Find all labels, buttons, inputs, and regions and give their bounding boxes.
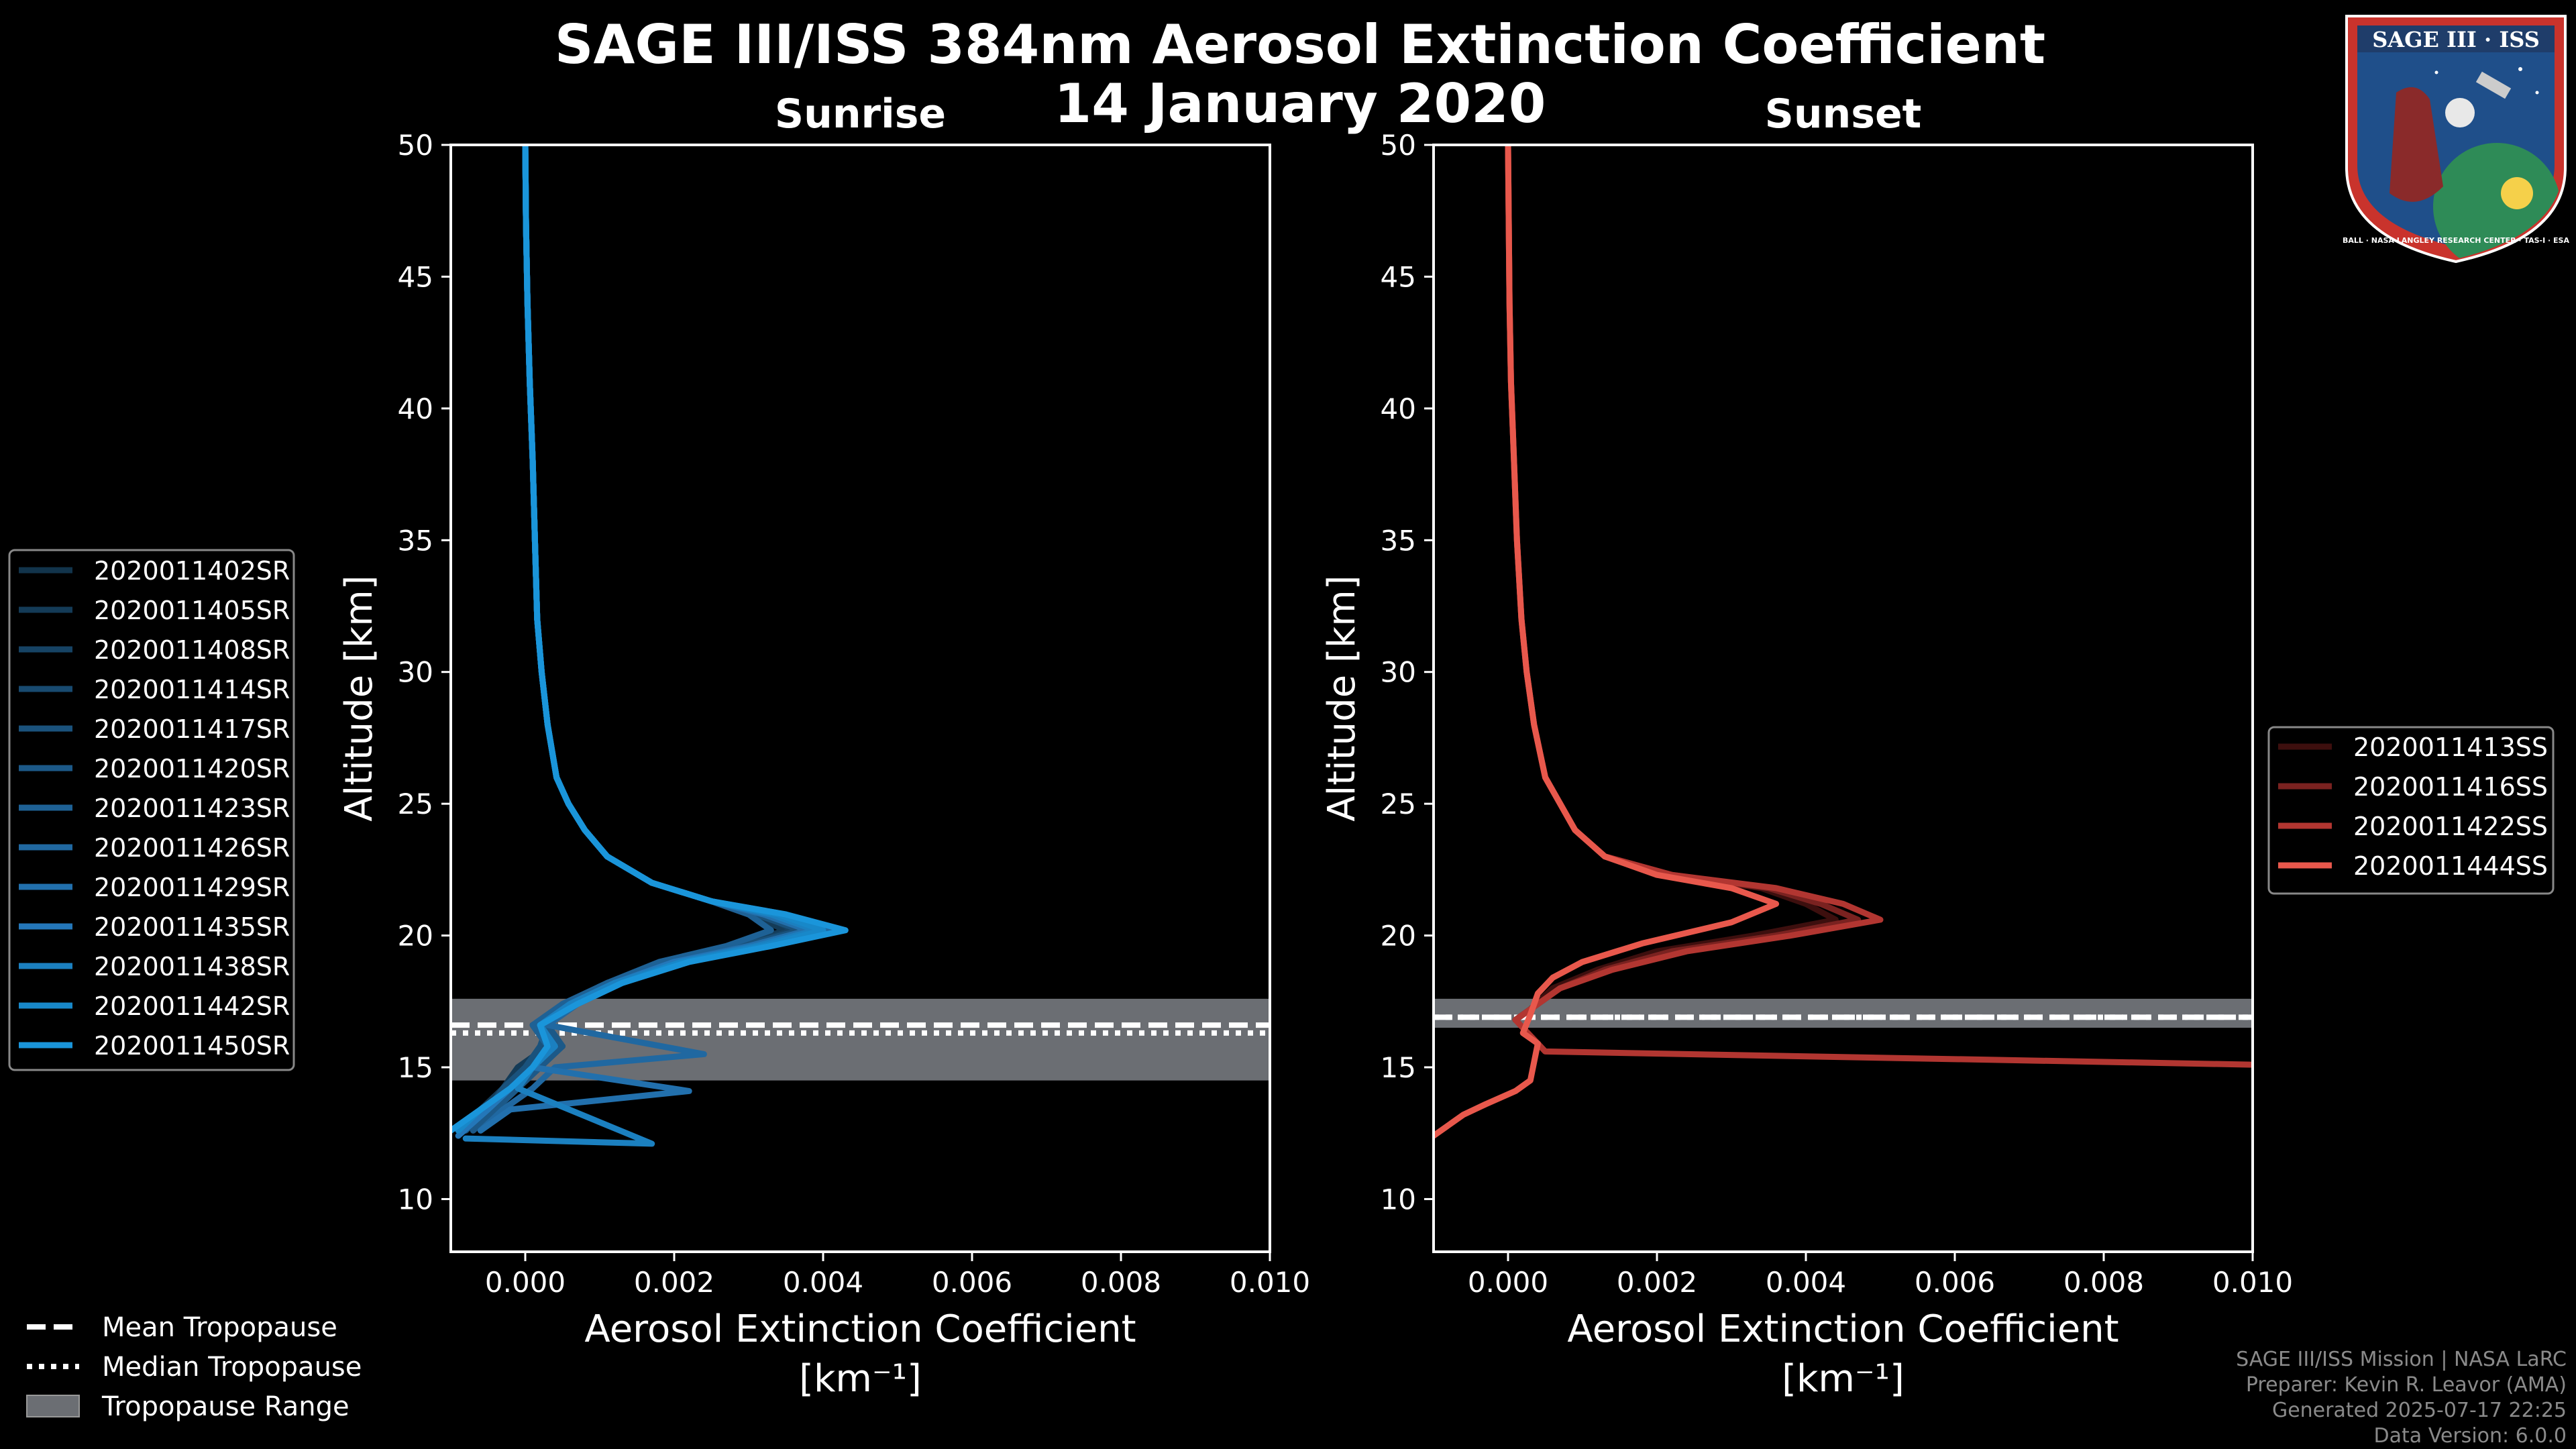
logo-moon [2445, 98, 2475, 127]
sunrise-y-axis-label: Altitude [km] [337, 575, 381, 821]
sunset-legend-label: 2020011416SS [2353, 772, 2548, 802]
sunset-legend-label: 2020011444SS [2353, 851, 2548, 881]
footer-preparer: Preparer: Kevin R. Leavor (AMA) [2246, 1373, 2567, 1397]
subtitle-date: 14 January 2020 [1055, 72, 1546, 135]
sunrise-series-line-2020011450SR [451, 145, 849, 1134]
logo-star [2434, 70, 2438, 74]
sunrise-y-tick-label: 25 [398, 788, 433, 820]
sunset-x-tick-label: 0.004 [1766, 1266, 1846, 1299]
sunset-panel: 0.000 0.002 0.004 0.006 0.008 0.010 10 15 20 25 30… [1320, 91, 2293, 1401]
sunrise-legend-label: 2020011405SR [94, 596, 290, 625]
sunrise-legend-label: 2020011450SR [94, 1031, 290, 1061]
sunrise-y-tick-label: 20 [398, 920, 433, 953]
mean-tropopause-label: Mean Tropopause [102, 1312, 337, 1343]
sunset-x-tick-label: 0.000 [1468, 1266, 1548, 1299]
sunrise-axes-frame [449, 144, 1271, 1253]
footer-data-version: Data Version: 6.0.0 [2374, 1424, 2567, 1448]
sunrise-x-axis-unit: [km⁻¹] [799, 1357, 922, 1401]
sunset-y-tick-label: 25 [1381, 788, 1416, 820]
sunrise-y-tick-label: 10 [398, 1183, 433, 1216]
logo-banner [2357, 25, 2555, 52]
sunrise-legend-label: 2020011417SR [94, 714, 290, 744]
sunset-x-tick-label: 0.008 [2063, 1266, 2144, 1299]
sunset-x-axis-label: Aerosol Extinction Coefficient [1567, 1307, 2118, 1351]
logo-sun [2501, 177, 2533, 209]
sunrise-legend-label: 2020011423SR [94, 794, 290, 823]
footer-mission: SAGE III/ISS Mission | NASA LaRC [2236, 1348, 2567, 1371]
sunrise-x-tick-label: 0.002 [634, 1266, 714, 1299]
sunrise-y-tick-label: 15 [398, 1051, 433, 1084]
median-tropopause-label: Median Tropopause [102, 1352, 362, 1383]
sunset-tropopause-range [1434, 998, 2253, 1028]
sunrise-y-tick-label: 40 [398, 392, 433, 425]
sunrise-legend-frame [8, 549, 295, 1071]
footer-credits: SAGE III/ISS Mission | NASA LaRC Prepare… [2236, 1348, 2567, 1448]
sunset-series-line-2020011444SS [1434, 145, 1780, 1139]
main-title: SAGE III/ISS 384nm Aerosol Extinction Co… [555, 13, 2045, 76]
sunset-plot-area [1434, 145, 2253, 1139]
logo-station [2475, 71, 2512, 99]
sunrise-legend-label: 2020011426SR [94, 833, 290, 863]
sunrise-legend-label: 2020011438SR [94, 952, 290, 981]
sunrise-legend-label: 2020011420SR [94, 754, 290, 784]
sunset-y-tick-label: 10 [1381, 1183, 1416, 1216]
sunrise-x-tick-label: 0.004 [783, 1266, 863, 1299]
sunset-axes-frame [1432, 144, 2254, 1253]
sunset-y-axis-label: Altitude [km] [1320, 575, 1364, 821]
sunrise-legend-label: 2020011402SR [94, 556, 290, 586]
sunrise-legend-label: 2020011408SR [94, 635, 290, 665]
sunrise-legend-label: 2020011414SR [94, 675, 290, 704]
sunset-panel-title: Sunset [1765, 91, 1922, 138]
logo-star [2535, 91, 2539, 95]
logo-star [2518, 67, 2522, 71]
sunset-x-axis-unit: [km⁻¹] [1782, 1357, 1904, 1401]
sunset-legend: 2020011413SS 2020011416SS 2020011422SS 2020… [2267, 726, 2555, 895]
sunset-x-tick-label: 0.010 [2212, 1266, 2293, 1299]
sunrise-y-tick-label: 45 [398, 260, 433, 293]
sunrise-x-axis-label: Aerosol Extinction Coefficient [584, 1307, 1136, 1351]
tropopause-range-label: Tropopause Range [101, 1391, 350, 1422]
tropopause-range-swatch [26, 1395, 80, 1417]
sunrise-legend-label: 2020011442SR [94, 991, 290, 1021]
logo-ring-text: BALL · NASA LANGLEY RESEARCH CENTER · TA… [2343, 236, 2569, 245]
logo-label: SAGE III · ISS [2372, 27, 2540, 52]
sunrise-x-tick-label: 0.010 [1230, 1266, 1310, 1299]
sunrise-x-tick-label: 0.008 [1081, 1266, 1161, 1299]
sunset-y-tick-label: 45 [1381, 260, 1416, 293]
footer-generated: Generated 2025-07-17 22:25 [2272, 1399, 2567, 1422]
sunrise-y-tick-label: 50 [398, 129, 433, 162]
sunset-y-tick-label: 20 [1381, 920, 1416, 953]
sunrise-panel: 0.000 0.002 0.004 0.006 0.008 0.010 10 15 20 25 30… [337, 91, 1310, 1401]
sunrise-y-tick-label: 30 [398, 656, 433, 689]
sunrise-x-tick-label: 0.006 [932, 1266, 1012, 1299]
sunrise-y-tick-label: 35 [398, 524, 433, 557]
sunset-y-tick-label: 35 [1381, 524, 1416, 557]
sunrise-plot-area [451, 145, 1270, 1147]
sunrise-legend-label: 2020011435SR [94, 912, 290, 942]
sage-mission-logo: SAGE III · ISS BALL · NASA LANGLEY RESEA… [2343, 15, 2569, 264]
sunset-x-tick-label: 0.006 [1915, 1266, 1995, 1299]
sunset-legend-label: 2020011413SS [2353, 733, 2548, 762]
sunrise-x-tick-label: 0.000 [485, 1266, 566, 1299]
sunset-y-tick-label: 40 [1381, 392, 1416, 425]
sunset-legend-frame [2267, 726, 2555, 895]
sunset-y-tick-label: 50 [1381, 129, 1416, 162]
tropopause-legend: Mean Tropopause Median Tropopause Tropop… [26, 1312, 362, 1422]
sunset-legend-label: 2020011422SS [2353, 812, 2548, 841]
sunset-y-tick-label: 30 [1381, 656, 1416, 689]
sunset-y-tick-label: 15 [1381, 1051, 1416, 1084]
logo-figure [2390, 87, 2443, 202]
sunrise-legend: 2020011402SR 2020011405SR 2020011408SR 2020… [8, 549, 295, 1071]
sunrise-legend-label: 2020011429SR [94, 873, 290, 902]
sunrise-panel-title: Sunrise [775, 91, 946, 138]
sunset-x-tick-label: 0.002 [1617, 1266, 1697, 1299]
